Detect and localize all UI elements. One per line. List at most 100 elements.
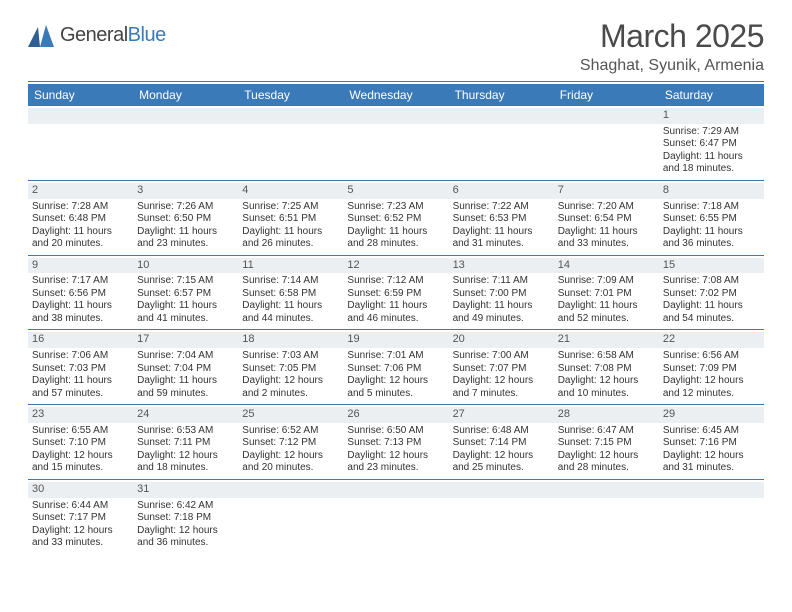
calendar-day: 22Sunrise: 6:56 AMSunset: 7:09 PMDayligh… [659,330,764,404]
calendar-day: 24Sunrise: 6:53 AMSunset: 7:11 PMDayligh… [133,405,238,479]
day-number: 3 [133,183,238,199]
day-number: 20 [449,332,554,348]
day-info-line: Sunrise: 6:58 AM [558,350,655,363]
day-number: 15 [659,258,764,274]
calendar-day: 20Sunrise: 7:00 AMSunset: 7:07 PMDayligh… [449,330,554,404]
day-info-line: and 52 minutes. [558,313,655,326]
day-number: 24 [133,407,238,423]
calendar-day: 3Sunrise: 7:26 AMSunset: 6:50 PMDaylight… [133,181,238,255]
day-info-line: Sunset: 6:55 PM [663,213,760,226]
day-info-line: Sunrise: 7:09 AM [558,275,655,288]
day-number: 25 [238,407,343,423]
day-info-line: and 44 minutes. [242,313,339,326]
day-info-line: Sunset: 7:08 PM [558,363,655,376]
day-info-line: Sunrise: 7:08 AM [663,275,760,288]
calendar-day: 9Sunrise: 7:17 AMSunset: 6:56 PMDaylight… [28,256,133,330]
weekday-header: Thursday [449,84,554,106]
day-info-line: Daylight: 11 hours [663,300,760,313]
day-info-line: Sunrise: 7:01 AM [347,350,444,363]
calendar-weeks: 1Sunrise: 7:29 AMSunset: 6:47 PMDaylight… [28,106,764,554]
calendar-day-empty [238,480,343,554]
day-info-line: Sunrise: 6:44 AM [32,500,129,513]
day-info-line: Sunrise: 7:26 AM [137,201,234,214]
day-number-empty [238,108,343,124]
calendar-week: 2Sunrise: 7:28 AMSunset: 6:48 PMDaylight… [28,181,764,256]
calendar-day: 23Sunrise: 6:55 AMSunset: 7:10 PMDayligh… [28,405,133,479]
day-info-line: Daylight: 11 hours [558,226,655,239]
day-number-empty [28,108,133,124]
day-info-line: and 31 minutes. [453,238,550,251]
day-info-line: Sunrise: 6:50 AM [347,425,444,438]
day-number: 13 [449,258,554,274]
calendar-day-empty [449,480,554,554]
day-info-line: Sunrise: 7:00 AM [453,350,550,363]
calendar-day: 26Sunrise: 6:50 AMSunset: 7:13 PMDayligh… [343,405,448,479]
day-number: 26 [343,407,448,423]
calendar-day: 6Sunrise: 7:22 AMSunset: 6:53 PMDaylight… [449,181,554,255]
day-info-line: Sunrise: 7:28 AM [32,201,129,214]
day-number: 22 [659,332,764,348]
day-info-line: Daylight: 11 hours [137,375,234,388]
day-info-line: and 2 minutes. [242,388,339,401]
day-number: 4 [238,183,343,199]
day-info-line: Daylight: 11 hours [347,226,444,239]
day-info-line: Sunset: 7:15 PM [558,437,655,450]
day-info-line: and 33 minutes. [32,537,129,550]
day-number: 7 [554,183,659,199]
calendar-week: 30Sunrise: 6:44 AMSunset: 7:17 PMDayligh… [28,480,764,554]
day-info-line: Sunset: 6:48 PM [32,213,129,226]
day-info-line: and 59 minutes. [137,388,234,401]
day-number-empty [659,482,764,498]
calendar-day: 30Sunrise: 6:44 AMSunset: 7:17 PMDayligh… [28,480,133,554]
day-info-line: Daylight: 12 hours [242,375,339,388]
day-info-line: Sunset: 6:52 PM [347,213,444,226]
day-number-empty [449,482,554,498]
day-number-empty [343,108,448,124]
day-info-line: and 33 minutes. [558,238,655,251]
day-info-line: Sunset: 6:58 PM [242,288,339,301]
day-info-line: Sunset: 6:54 PM [558,213,655,226]
day-info-line: Sunrise: 7:12 AM [347,275,444,288]
day-number: 1 [659,108,764,124]
calendar-day: 25Sunrise: 6:52 AMSunset: 7:12 PMDayligh… [238,405,343,479]
day-info-line: Sunrise: 7:22 AM [453,201,550,214]
day-info-line: Sunset: 7:14 PM [453,437,550,450]
day-info-line: Sunset: 6:59 PM [347,288,444,301]
day-info-line: Daylight: 12 hours [558,450,655,463]
calendar-day: 7 Sunrise: 7:20 AMSunset: 6:54 PMDaylight… [554,181,659,255]
calendar-day-empty [28,106,133,180]
day-info-line: Daylight: 11 hours [663,151,760,164]
day-info-line: Sunrise: 7:04 AM [137,350,234,363]
weekday-header: Monday [133,84,238,106]
weekday-header: Saturday [659,84,764,106]
calendar-day-empty [554,480,659,554]
logo: GeneralBlue [28,24,166,47]
weekday-header: Tuesday [238,84,343,106]
day-info-line: Daylight: 12 hours [242,450,339,463]
day-info-line: Daylight: 11 hours [242,226,339,239]
calendar-day: 16Sunrise: 7:06 AMSunset: 7:03 PMDayligh… [28,330,133,404]
calendar-week: 1Sunrise: 7:29 AMSunset: 6:47 PMDaylight… [28,106,764,181]
day-info-line: Sunrise: 6:56 AM [663,350,760,363]
calendar-day: 2Sunrise: 7:28 AMSunset: 6:48 PMDaylight… [28,181,133,255]
day-number: 6 [449,183,554,199]
day-info-line: Sunrise: 7:20 AM [558,201,655,214]
day-number: 31 [133,482,238,498]
calendar-day: 12Sunrise: 7:12 AMSunset: 6:59 PMDayligh… [343,256,448,330]
day-info-line: and 25 minutes. [453,462,550,475]
day-info-line: Sunrise: 7:14 AM [242,275,339,288]
calendar-day: 17Sunrise: 7:04 AMSunset: 7:04 PMDayligh… [133,330,238,404]
calendar-week: 9Sunrise: 7:17 AMSunset: 6:56 PMDaylight… [28,256,764,331]
day-info-line: and 10 minutes. [558,388,655,401]
day-info-line: Daylight: 12 hours [663,450,760,463]
day-number: 28 [554,407,659,423]
weekday-header: Sunday [28,84,133,106]
day-info-line: and 15 minutes. [32,462,129,475]
day-number-empty [238,482,343,498]
day-info-line: Sunset: 6:57 PM [137,288,234,301]
weekday-header: Wednesday [343,84,448,106]
day-number: 12 [343,258,448,274]
calendar-day: 4Sunrise: 7:25 AMSunset: 6:51 PMDaylight… [238,181,343,255]
day-info-line: Daylight: 11 hours [453,226,550,239]
logo-text: GeneralBlue [60,24,166,47]
